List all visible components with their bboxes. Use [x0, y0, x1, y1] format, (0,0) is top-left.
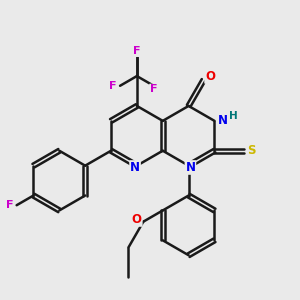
Text: N: N: [185, 161, 195, 174]
Text: O: O: [205, 70, 215, 83]
Text: S: S: [248, 143, 256, 157]
Text: F: F: [109, 81, 116, 91]
Text: N: N: [218, 114, 227, 128]
Text: H: H: [229, 112, 238, 122]
Text: N: N: [130, 161, 140, 174]
Text: F: F: [133, 46, 141, 56]
Text: O: O: [132, 213, 142, 226]
Text: F: F: [150, 84, 158, 94]
Text: F: F: [6, 200, 13, 210]
